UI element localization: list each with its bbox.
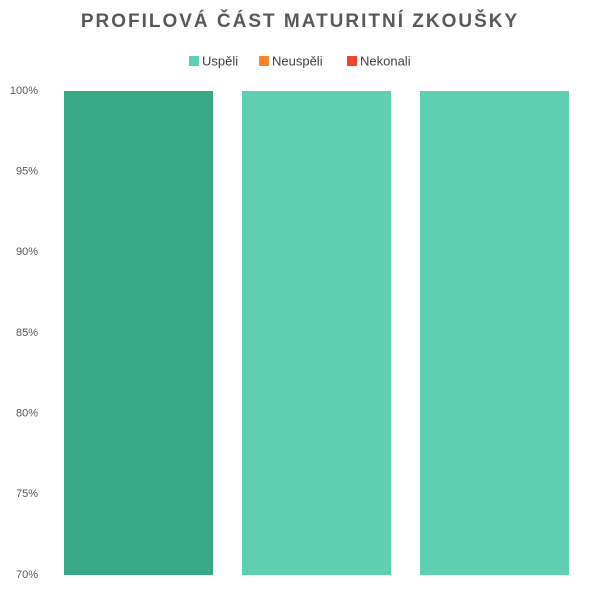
plot-area xyxy=(64,91,569,575)
bar-segment xyxy=(64,91,213,575)
bar-segment xyxy=(242,91,391,575)
legend-label: Nekonali xyxy=(360,53,411,68)
legend-swatch xyxy=(189,56,199,66)
legend-swatch xyxy=(347,56,357,66)
y-tick-label: 75% xyxy=(16,488,38,500)
legend-label: Neuspěli xyxy=(272,53,323,68)
y-tick-label: 95% xyxy=(16,166,38,178)
y-tick-label: 85% xyxy=(16,327,38,339)
y-tick-label: 70% xyxy=(16,569,38,581)
y-tick-label: 100% xyxy=(10,85,38,97)
legend-swatch xyxy=(259,56,269,66)
bar-segment xyxy=(420,91,569,575)
y-tick-label: 90% xyxy=(16,246,38,258)
y-tick-label: 80% xyxy=(16,408,38,420)
chart-title: PROFILOVÁ ČÁST MATURITNÍ ZKOUŠKY xyxy=(81,10,519,32)
legend-label: Uspěli xyxy=(202,53,238,68)
